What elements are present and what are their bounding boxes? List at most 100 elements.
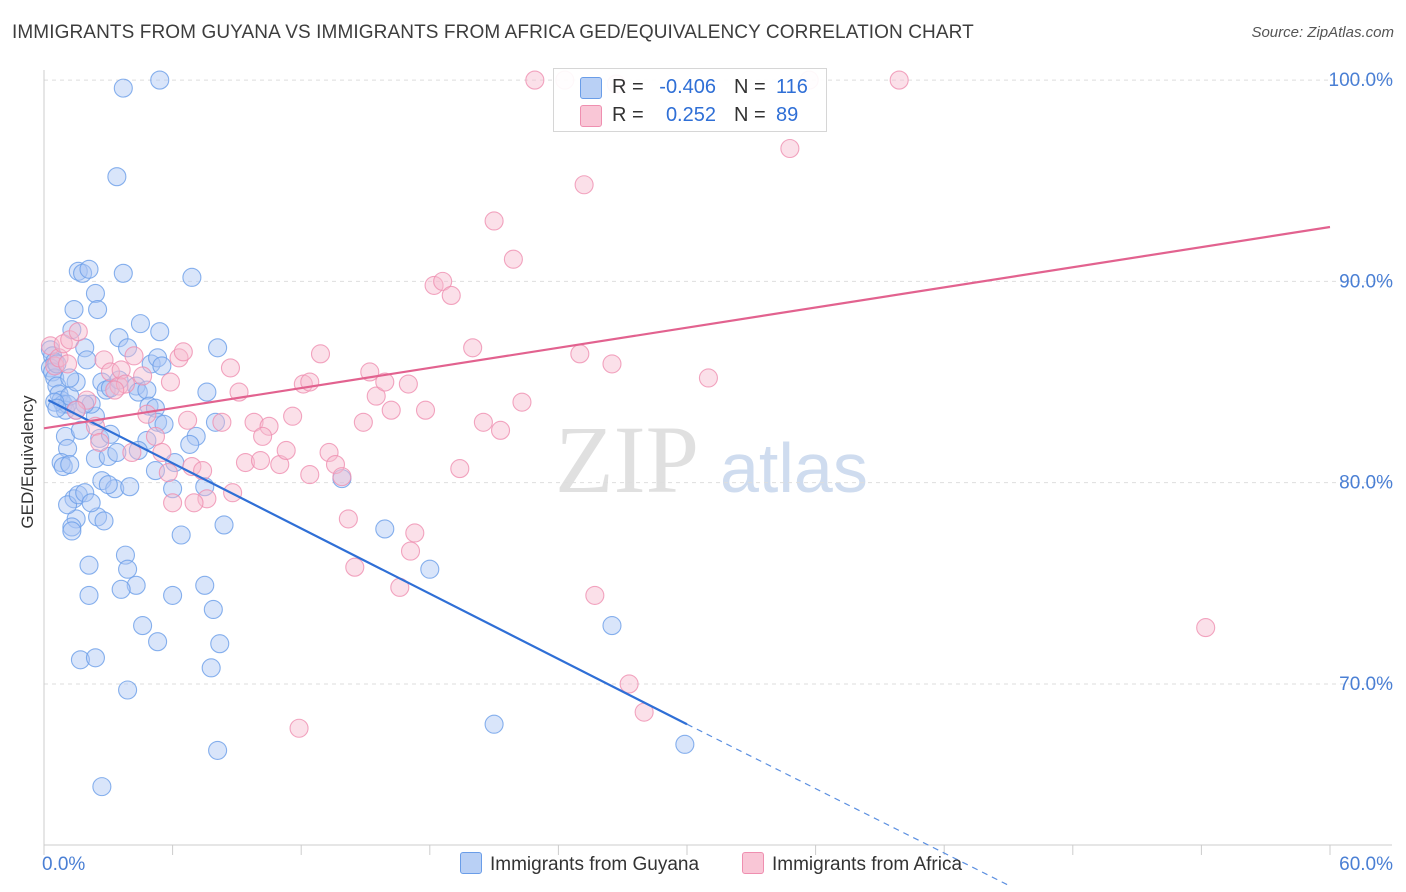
point-guyana	[79, 555, 99, 575]
point-guyana	[70, 420, 90, 440]
bottom-legend-swatch-guyana	[460, 852, 482, 874]
point-guyana	[375, 519, 395, 539]
point-guyana	[203, 599, 223, 620]
point-guyana	[150, 70, 170, 90]
point-guyana	[70, 650, 90, 670]
point-africa	[270, 454, 290, 475]
point-guyana	[64, 299, 84, 320]
point-guyana	[675, 734, 695, 754]
point-africa	[490, 420, 511, 440]
point-africa	[512, 392, 532, 412]
point-guyana	[118, 338, 138, 358]
point-africa	[300, 465, 320, 485]
point-guyana	[90, 428, 110, 448]
point-guyana	[94, 511, 114, 531]
point-guyana	[111, 579, 131, 599]
point-africa	[90, 432, 110, 452]
point-africa	[353, 412, 373, 432]
point-africa	[77, 390, 97, 410]
point-africa	[124, 346, 144, 366]
point-africa	[319, 442, 339, 463]
point-guyana	[195, 575, 215, 595]
point-guyana	[150, 322, 170, 342]
point-guyana	[163, 479, 183, 499]
point-guyana	[484, 714, 504, 734]
legend-row-guyana: R = -0.406 N = 116	[554, 73, 826, 101]
r-value: -0.406	[659, 76, 716, 98]
x-tick-label: 60.0%	[1339, 854, 1393, 875]
source-label: Source: ZipAtlas.com	[1251, 24, 1394, 41]
n-value: 89	[776, 104, 799, 126]
point-africa	[289, 718, 309, 738]
point-guyana	[208, 338, 228, 358]
point-africa	[463, 338, 483, 358]
point-africa	[115, 374, 135, 394]
point-africa	[503, 249, 523, 269]
bottom-legend-label: Immigrants from Guyana	[490, 854, 700, 875]
n-label: N =	[734, 104, 766, 126]
point-africa	[400, 541, 421, 561]
y-axis-label: GED/Equivalency	[18, 395, 37, 529]
point-guyana	[113, 263, 133, 283]
point-africa	[68, 322, 88, 342]
point-africa	[570, 344, 590, 364]
point-guyana	[98, 475, 118, 495]
bottom-legend-africa: Immigrants from Africa	[742, 852, 962, 876]
trendline-guyana-extension	[686, 723, 1009, 886]
point-africa	[184, 493, 204, 513]
point-africa	[145, 426, 166, 446]
point-africa	[197, 489, 217, 509]
point-africa	[235, 452, 256, 473]
watermark-zip: ZIP	[555, 406, 699, 513]
point-guyana	[130, 314, 150, 334]
point-guyana	[197, 382, 217, 402]
legend-row-africa: R = 0.252 N = 89	[554, 101, 826, 129]
point-africa	[193, 461, 213, 481]
point-africa	[1196, 618, 1216, 638]
point-guyana	[205, 412, 226, 432]
bottom-legend-guyana: Immigrants from Guyana	[460, 852, 699, 876]
point-africa	[602, 354, 622, 374]
point-guyana	[88, 299, 108, 320]
point-africa	[473, 412, 493, 432]
legend-swatch-guyana	[580, 77, 602, 99]
point-africa	[250, 450, 271, 471]
point-africa	[158, 463, 178, 483]
point-africa	[450, 459, 470, 479]
point-guyana	[180, 434, 200, 454]
trendline-africa	[43, 225, 1331, 430]
point-africa	[244, 412, 264, 432]
point-guyana	[163, 585, 183, 605]
point-africa	[441, 285, 461, 306]
x-tick-label: 0.0%	[42, 854, 85, 875]
point-guyana	[186, 426, 206, 446]
point-guyana	[133, 616, 153, 636]
point-africa	[283, 406, 303, 426]
point-guyana	[58, 495, 78, 515]
point-africa	[398, 374, 418, 394]
point-africa	[310, 344, 331, 364]
point-guyana	[62, 521, 82, 541]
point-guyana	[118, 559, 138, 579]
point-guyana	[126, 575, 146, 595]
point-guyana	[118, 680, 138, 700]
point-guyana	[58, 438, 78, 458]
point-guyana	[420, 559, 440, 579]
point-africa	[889, 70, 909, 90]
point-guyana	[77, 350, 97, 370]
point-africa	[381, 400, 401, 420]
point-guyana	[81, 493, 101, 513]
point-africa	[276, 440, 296, 461]
point-guyana	[107, 167, 127, 187]
point-guyana	[85, 283, 105, 303]
legend-swatch-africa	[580, 105, 602, 127]
y-tick-label: 70.0%	[1339, 674, 1393, 695]
point-africa	[163, 493, 183, 513]
point-africa	[58, 354, 78, 374]
point-africa	[253, 426, 273, 446]
point-africa	[345, 557, 365, 577]
point-africa	[325, 454, 346, 475]
point-africa	[105, 380, 125, 400]
point-africa	[525, 70, 545, 90]
